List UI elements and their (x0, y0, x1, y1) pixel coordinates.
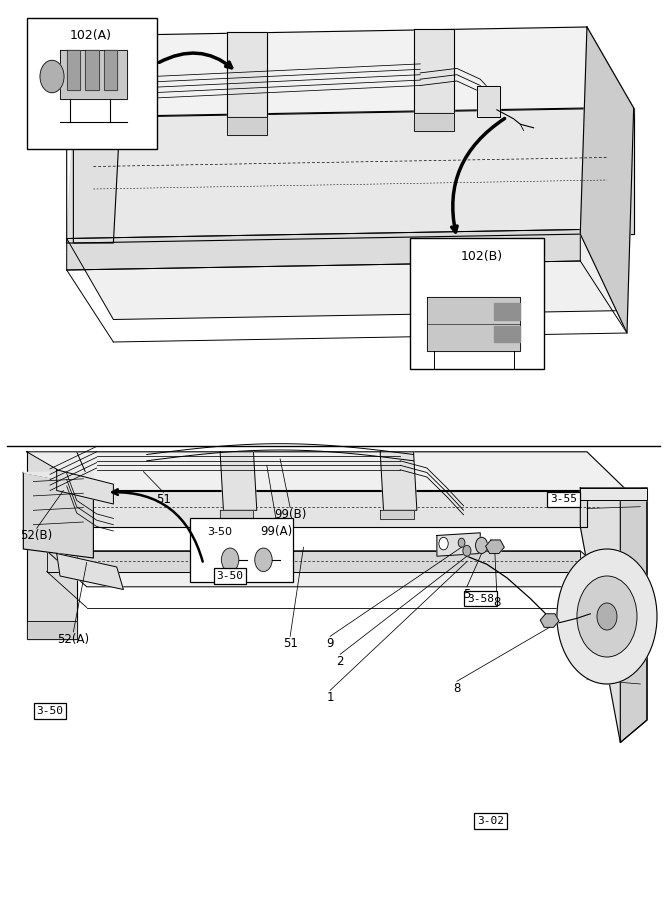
Polygon shape (57, 470, 113, 504)
Circle shape (577, 576, 637, 657)
Polygon shape (73, 36, 120, 117)
Polygon shape (67, 230, 580, 270)
Polygon shape (580, 488, 647, 742)
Polygon shape (414, 112, 454, 130)
Bar (27, 18, 157, 149)
Polygon shape (47, 551, 620, 587)
Circle shape (463, 545, 471, 556)
Text: 52(B): 52(B) (21, 529, 53, 542)
Polygon shape (67, 117, 120, 243)
Text: 102(A): 102(A) (70, 30, 112, 42)
Circle shape (40, 60, 64, 93)
Polygon shape (27, 621, 77, 639)
Text: 102(B): 102(B) (460, 250, 502, 263)
Polygon shape (227, 117, 267, 135)
Polygon shape (380, 510, 414, 519)
Polygon shape (57, 554, 123, 590)
Text: 3-50: 3-50 (217, 571, 243, 581)
Circle shape (476, 537, 488, 554)
Circle shape (221, 548, 239, 572)
Polygon shape (47, 551, 580, 572)
Text: 8: 8 (453, 682, 461, 695)
Polygon shape (27, 452, 93, 491)
Polygon shape (620, 488, 647, 742)
Bar (190, 518, 293, 582)
Polygon shape (580, 488, 647, 500)
Polygon shape (494, 303, 520, 320)
Text: 5: 5 (463, 588, 471, 600)
Polygon shape (104, 50, 117, 90)
Text: 99(B): 99(B) (274, 508, 306, 521)
Bar (410, 238, 544, 369)
Polygon shape (73, 108, 587, 243)
Polygon shape (53, 491, 587, 526)
Text: 3-58: 3-58 (467, 593, 494, 604)
Text: 3-02: 3-02 (477, 815, 504, 826)
Text: 52(A): 52(A) (57, 633, 89, 645)
Text: 2: 2 (336, 655, 344, 668)
Polygon shape (427, 297, 520, 351)
Text: 51: 51 (156, 493, 171, 506)
Polygon shape (580, 27, 634, 333)
Polygon shape (494, 326, 520, 342)
Polygon shape (67, 50, 80, 90)
Text: 8: 8 (493, 597, 501, 609)
Text: 51: 51 (283, 637, 297, 650)
Polygon shape (227, 32, 267, 117)
Text: 99(A): 99(A) (261, 525, 293, 537)
Polygon shape (60, 50, 127, 99)
Polygon shape (53, 452, 627, 491)
Polygon shape (220, 510, 253, 519)
Text: 3-55: 3-55 (550, 494, 577, 505)
Circle shape (458, 538, 465, 547)
Text: 1: 1 (326, 691, 334, 704)
Polygon shape (23, 472, 93, 486)
Circle shape (255, 548, 272, 572)
Polygon shape (437, 533, 480, 556)
Polygon shape (67, 230, 627, 320)
Polygon shape (85, 50, 99, 90)
Polygon shape (414, 29, 454, 112)
Polygon shape (380, 452, 417, 510)
Circle shape (557, 549, 657, 684)
Circle shape (439, 537, 448, 550)
Polygon shape (486, 540, 504, 554)
Polygon shape (220, 452, 257, 510)
Polygon shape (23, 472, 93, 558)
Polygon shape (540, 614, 559, 627)
Text: 3-50: 3-50 (207, 526, 231, 537)
Polygon shape (27, 452, 77, 639)
Polygon shape (73, 27, 634, 117)
Polygon shape (477, 86, 500, 117)
Polygon shape (587, 108, 634, 234)
Text: 3-50: 3-50 (37, 706, 63, 716)
Text: 9: 9 (326, 637, 334, 650)
Circle shape (597, 603, 617, 630)
